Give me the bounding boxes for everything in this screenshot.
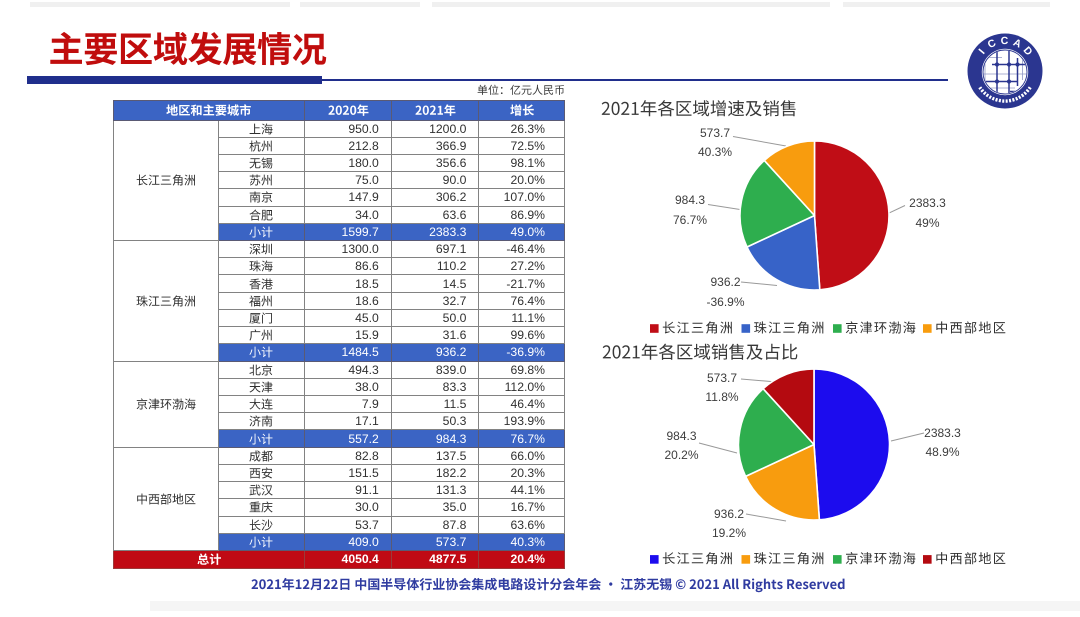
svg-text:C: C <box>1001 35 1009 47</box>
svg-text:I: I <box>977 47 988 57</box>
